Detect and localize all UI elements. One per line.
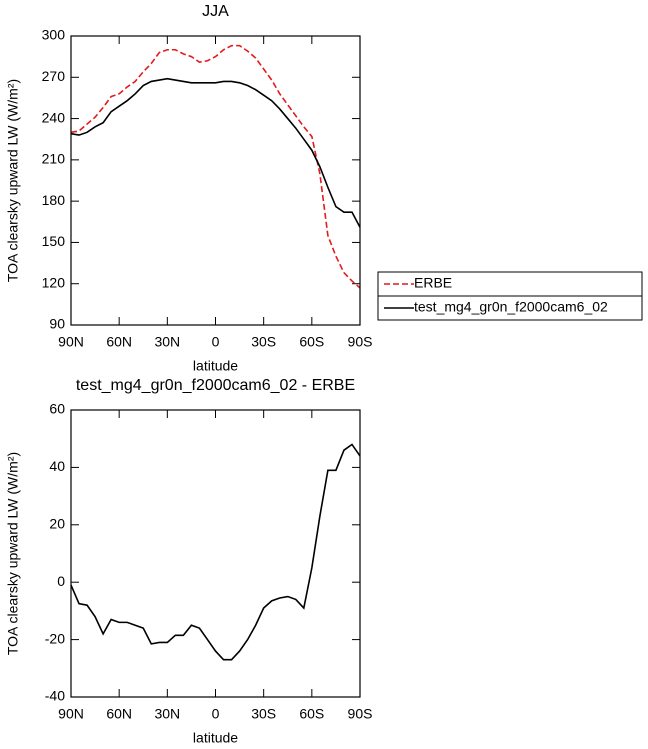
y-tick-label: 120 (42, 274, 66, 290)
x-tick-label: 30S (251, 706, 276, 722)
x-tick-label: 30N (154, 706, 180, 722)
plot-frame (70, 35, 361, 326)
y-tick-label: 150 (42, 233, 66, 249)
x-tick-label: 90N (58, 334, 84, 350)
y-axis-label: TOA clearsky upward LW (W/m²) (5, 79, 21, 282)
y-tick-label: -20 (45, 630, 65, 646)
y-tick-label: 60 (49, 401, 65, 417)
x-tick-label: 60S (299, 706, 324, 722)
x-tick-label: 90S (348, 706, 373, 722)
y-tick-label: 90 (49, 316, 65, 332)
x-tick-label: 60S (299, 334, 324, 350)
y-tick-label: 270 (42, 68, 66, 84)
legend-box (377, 295, 643, 321)
y-tick-label: 0 (57, 573, 65, 589)
y-axis-label: TOA clearsky upward LW (W/m²) (5, 452, 21, 655)
x-tick-label: 0 (212, 706, 220, 722)
plot-frame (70, 409, 361, 698)
y-tick-label: 20 (49, 516, 65, 532)
legend-label: test_mg4_gr0n_f2000cam6_02 (414, 299, 608, 315)
x-tick-label: 30N (154, 334, 180, 350)
x-axis-label: latitude (193, 730, 238, 746)
x-tick-label: 60N (106, 334, 132, 350)
x-tick-label: 90S (348, 334, 373, 350)
data-line (70, 77, 361, 228)
y-tick-label: 240 (42, 109, 66, 125)
x-tick-label: 60N (106, 706, 132, 722)
y-tick-label: 300 (42, 27, 66, 43)
y-tick-label: 40 (49, 458, 65, 474)
data-line (70, 443, 361, 661)
y-tick-label: -40 (45, 688, 65, 704)
chart-title: test_mg4_gr0n_f2000cam6_02 - ERBE (76, 377, 355, 394)
legend-label: ERBE (414, 275, 452, 291)
x-tick-label: 90N (58, 706, 84, 722)
y-tick-label: 180 (42, 192, 66, 208)
x-tick-label: 30S (251, 334, 276, 350)
chart-title: JJA (202, 3, 229, 20)
data-line (70, 44, 361, 289)
x-tick-label: 0 (212, 334, 220, 350)
y-tick-label: 210 (42, 151, 66, 167)
x-axis-label: latitude (193, 358, 238, 374)
